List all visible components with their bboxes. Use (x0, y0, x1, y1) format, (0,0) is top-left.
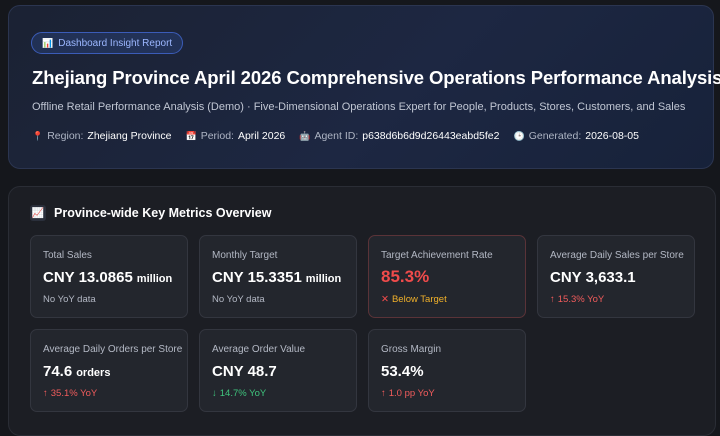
metric-label: Average Order Value (212, 344, 306, 355)
metric-label: Average Daily Sales per Store (550, 250, 684, 261)
metric-label: Gross Margin (381, 344, 442, 355)
metric-value: CNY 48.7 (212, 363, 277, 380)
metric-value: 74.6 orders (43, 363, 110, 380)
meta-period: 📅 Period: April 2026 (185, 130, 285, 142)
metric-trend: ↓ 14.7% YoY (212, 388, 266, 399)
metric-value: CNY 3,633.1 (550, 269, 636, 286)
arrow-up-icon: ↑ (381, 388, 386, 399)
metric-note: Below Target (391, 294, 447, 305)
meta-agent-id: 🤖 Agent ID: p638d6b6d9d26443eabd5fe2 (299, 130, 499, 142)
metric-number: CNY 13.0865 (43, 269, 133, 286)
metric-card-monthly-target: Monthly Target CNY 15.3351 million No YoY… (199, 235, 357, 318)
badge-label: Dashboard Insight Report (58, 37, 173, 49)
metric-card-total-sales: Total Sales CNY 13.0865 million No YoY da… (30, 235, 188, 318)
page-subtitle: Offline Retail Performance Analysis (Dem… (32, 101, 686, 113)
report-header: 📊 Dashboard Insight Report Zhejiang Prov… (8, 5, 720, 169)
metric-unit: orders (76, 367, 111, 379)
meta-region: 📍 Region: Zhejiang Province (32, 130, 171, 142)
arrow-up-icon: ↑ (43, 388, 48, 399)
metric-unit: million (305, 273, 342, 285)
metric-label: Average Daily Orders per Store (43, 344, 183, 355)
metric-card-average-order-value: Average Order Value CNY 48.7 ↓ 14.7% YoY (199, 329, 357, 412)
metric-trend: ↑ 15.3% YoY (550, 294, 604, 305)
metrics-panel: 📈 Province-wide Key Metrics Overview Tot… (8, 186, 716, 436)
meta-value: p638d6b6d9d26443eabd5fe2 (362, 130, 500, 142)
trend-text: 14.7% YoY (219, 388, 267, 399)
metric-number: CNY 15.3351 (212, 269, 302, 286)
metric-card-daily-sales-per-store: Average Daily Sales per Store CNY 3,633.… (537, 235, 695, 318)
metric-card-gross-margin: Gross Margin 53.4% ↑ 1.0 pp YoY (368, 329, 526, 412)
meta-value: April 2026 (237, 130, 286, 142)
meta-label: Region: (47, 130, 84, 142)
section-title: Province-wide Key Metrics Overview (54, 206, 272, 220)
metric-label: Target Achievement Rate (381, 250, 493, 261)
metric-note: No YoY data (43, 294, 96, 305)
robot-icon: 🤖 (299, 130, 311, 141)
metric-label: Monthly Target (212, 250, 278, 261)
metric-unit: million (136, 273, 173, 285)
metric-label: Total Sales (43, 250, 92, 261)
metric-value: CNY 15.3351 million (212, 269, 341, 286)
report-meta: 📍 Region: Zhejiang Province 📅 Period: Ap… (32, 130, 653, 142)
metric-value: CNY 13.0865 million (43, 269, 172, 286)
metric-card-daily-orders-per-store: Average Daily Orders per Store 74.6 order… (30, 329, 188, 412)
metric-card-achievement-rate: Target Achievement Rate 85.3% ✕ Below Tar… (368, 235, 526, 318)
trend-text: 35.1% YoY (50, 388, 98, 399)
meta-generated: 🕒 Generated: 2026-08-05 (513, 130, 638, 142)
metrics-header: 📈 Province-wide Key Metrics Overview (30, 205, 271, 221)
meta-value: Zhejiang Province (87, 130, 172, 142)
trend-text: 15.3% YoY (557, 294, 605, 305)
chart-up-icon: 📈 (30, 205, 46, 221)
metric-number: 74.6 (43, 363, 73, 380)
meta-value: 2026-08-05 (585, 130, 639, 142)
calendar-icon: 📅 (185, 130, 197, 141)
report-badge: 📊 Dashboard Insight Report (31, 32, 184, 54)
metric-value: 85.3% (381, 267, 430, 286)
close-icon: ✕ (381, 294, 389, 305)
arrow-down-icon: ↓ (212, 388, 217, 399)
trend-text: 1.0 pp YoY (388, 388, 435, 399)
meta-label: Period: (200, 130, 234, 142)
pin-icon: 📍 (32, 130, 44, 141)
metric-trend: ↑ 1.0 pp YoY (381, 388, 435, 399)
arrow-up-icon: ↑ (550, 294, 555, 305)
meta-label: Generated: (528, 130, 582, 142)
metric-value: 53.4% (381, 363, 424, 380)
metric-note: No YoY data (212, 294, 265, 305)
clock-icon: 🕒 (513, 130, 525, 141)
metric-trend: ↑ 35.1% YoY (43, 388, 97, 399)
page-title: Zhejiang Province April 2026 Comprehensi… (32, 67, 720, 88)
status-badge: ✕ Below Target (381, 294, 447, 305)
meta-label: Agent ID: (314, 130, 359, 142)
bar-chart-icon: 📊 (42, 37, 54, 48)
